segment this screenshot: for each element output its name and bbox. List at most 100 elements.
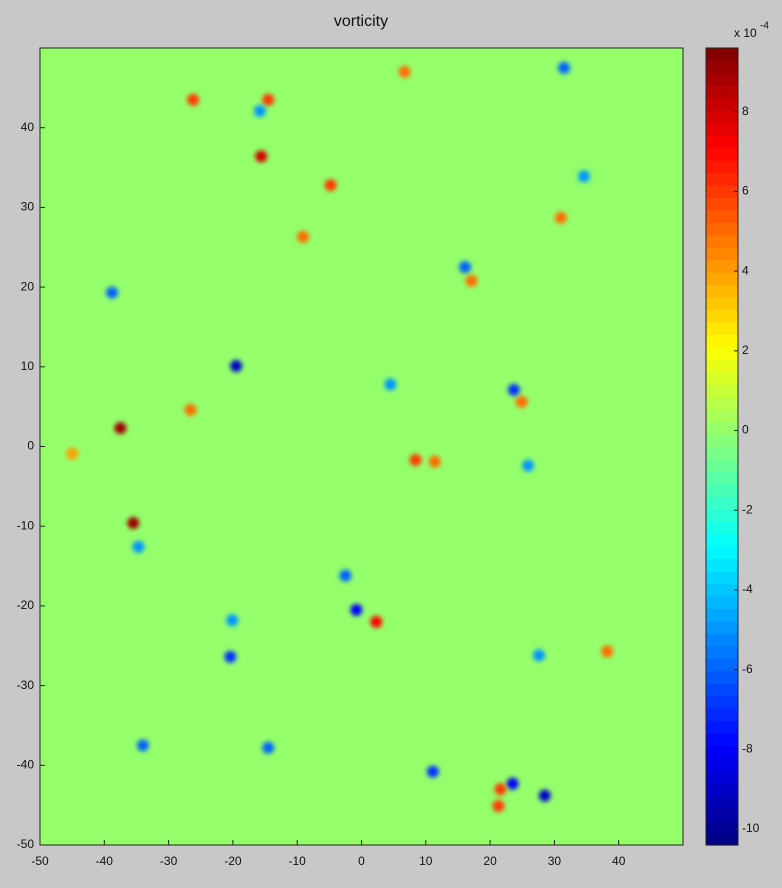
colorbar-segment: [706, 620, 738, 634]
colorbar-segment: [706, 234, 738, 248]
vortex-layer: [66, 61, 614, 812]
x-tick-label: 0: [358, 854, 365, 868]
colorbar-segment: [706, 633, 738, 647]
colorbar-segment: [706, 732, 738, 746]
y-tick-label: 40: [21, 120, 35, 134]
colorbar-segment: [706, 533, 738, 547]
colorbar-segment: [706, 595, 738, 609]
y-tick-label: -50: [17, 837, 35, 851]
colorbar-segment: [706, 396, 738, 410]
vortex: [492, 799, 505, 812]
vortex: [465, 274, 478, 287]
x-tick-label: 40: [612, 854, 626, 868]
vortex: [558, 61, 571, 74]
colorbar-segment: [706, 508, 738, 522]
y-tick-label: 20: [21, 279, 35, 293]
vortex: [339, 569, 352, 582]
vortex: [507, 383, 520, 396]
colorbar-border: [705, 47, 739, 846]
colorbar-segment: [706, 85, 738, 99]
y-tick-label: -10: [17, 518, 35, 532]
vortex: [324, 179, 337, 192]
colorbar-segment: [706, 658, 738, 672]
colorbar-segment: [706, 346, 738, 360]
colorbar-tick-label: 6: [742, 184, 749, 198]
chart-title: vorticity: [334, 13, 388, 30]
vortex: [230, 360, 243, 373]
colorbar-segment: [706, 782, 738, 796]
colorbar-segment: [706, 409, 738, 423]
vortex: [114, 422, 127, 435]
vortex: [127, 517, 140, 530]
vortex: [522, 459, 535, 472]
vortex: [296, 230, 309, 243]
colorbar-segment: [706, 184, 738, 199]
x-tick-label: -20: [224, 854, 242, 868]
vortex: [262, 93, 275, 106]
colorbar-segment: [706, 558, 738, 572]
colorbar-segment: [706, 297, 738, 311]
colorbar-segment: [706, 60, 738, 74]
colorbar-segment: [706, 608, 738, 622]
vortex: [106, 286, 119, 299]
colorbar-exponent: -4: [760, 21, 769, 32]
vortex: [187, 93, 200, 106]
vortex: [554, 211, 567, 224]
colorbar-segment: [706, 334, 738, 348]
colorbar-segment: [706, 421, 738, 435]
colorbar-segment: [706, 720, 738, 734]
vortex: [459, 261, 472, 274]
x-tick-label: 10: [419, 854, 433, 868]
x-tick-label: 20: [483, 854, 497, 868]
colorbar-segment: [706, 222, 738, 236]
colorbar-tick-label: -4: [742, 582, 753, 596]
colorbar-segment: [706, 770, 738, 784]
colorbar-segment: [706, 458, 738, 473]
colorbar-segment: [706, 571, 738, 585]
colorbar-segment: [706, 446, 738, 460]
colorbar-tick-label: 0: [742, 423, 749, 437]
colorbar-segment: [706, 483, 738, 497]
colorbar-segment: [706, 48, 738, 62]
x-tick-label: -30: [160, 854, 178, 868]
colorbar-tick-label: 4: [742, 263, 749, 277]
vortex: [370, 615, 383, 628]
plot-area: [40, 48, 683, 845]
x-tick-label: -40: [96, 854, 114, 868]
y-tick-label: 10: [21, 359, 35, 373]
x-tick-label: -10: [289, 854, 307, 868]
vortex: [253, 104, 266, 117]
colorbar-segment: [706, 122, 738, 136]
y-tick-label: -40: [17, 757, 35, 771]
colorbar-segment: [706, 521, 738, 535]
colorbar-segment: [706, 745, 738, 759]
colorbar-segment: [706, 795, 738, 809]
colorbar-tick-label: -10: [742, 821, 760, 835]
vortex: [384, 378, 397, 391]
colorbar-segment: [706, 172, 738, 186]
colorbar-segment: [706, 135, 738, 149]
colorbar-tick-label: -2: [742, 502, 753, 516]
colorbar-tick-label: -8: [742, 742, 753, 756]
colorbar-segment: [706, 683, 738, 697]
colorbar-tick-label: 2: [742, 343, 749, 357]
x-tick-label: -50: [31, 854, 49, 868]
colorbar-segment: [706, 832, 738, 846]
vortex: [428, 455, 441, 468]
colorbar-segment: [706, 695, 738, 709]
colorbar-segment: [706, 272, 738, 286]
vortex: [184, 403, 197, 416]
colorbar-segment: [706, 384, 738, 398]
colorbar-segment: [706, 147, 738, 161]
colorbar-segment: [706, 209, 738, 223]
vortex: [532, 649, 545, 662]
colorbar-segment: [706, 434, 738, 448]
vortex: [350, 603, 363, 616]
vortex: [426, 765, 439, 778]
colorbar-tick-label: 8: [742, 104, 749, 118]
colorbar-segment: [706, 309, 738, 323]
vortex: [494, 783, 507, 796]
vortex: [601, 645, 614, 658]
colorbar-multiplier: x 10: [734, 26, 757, 40]
